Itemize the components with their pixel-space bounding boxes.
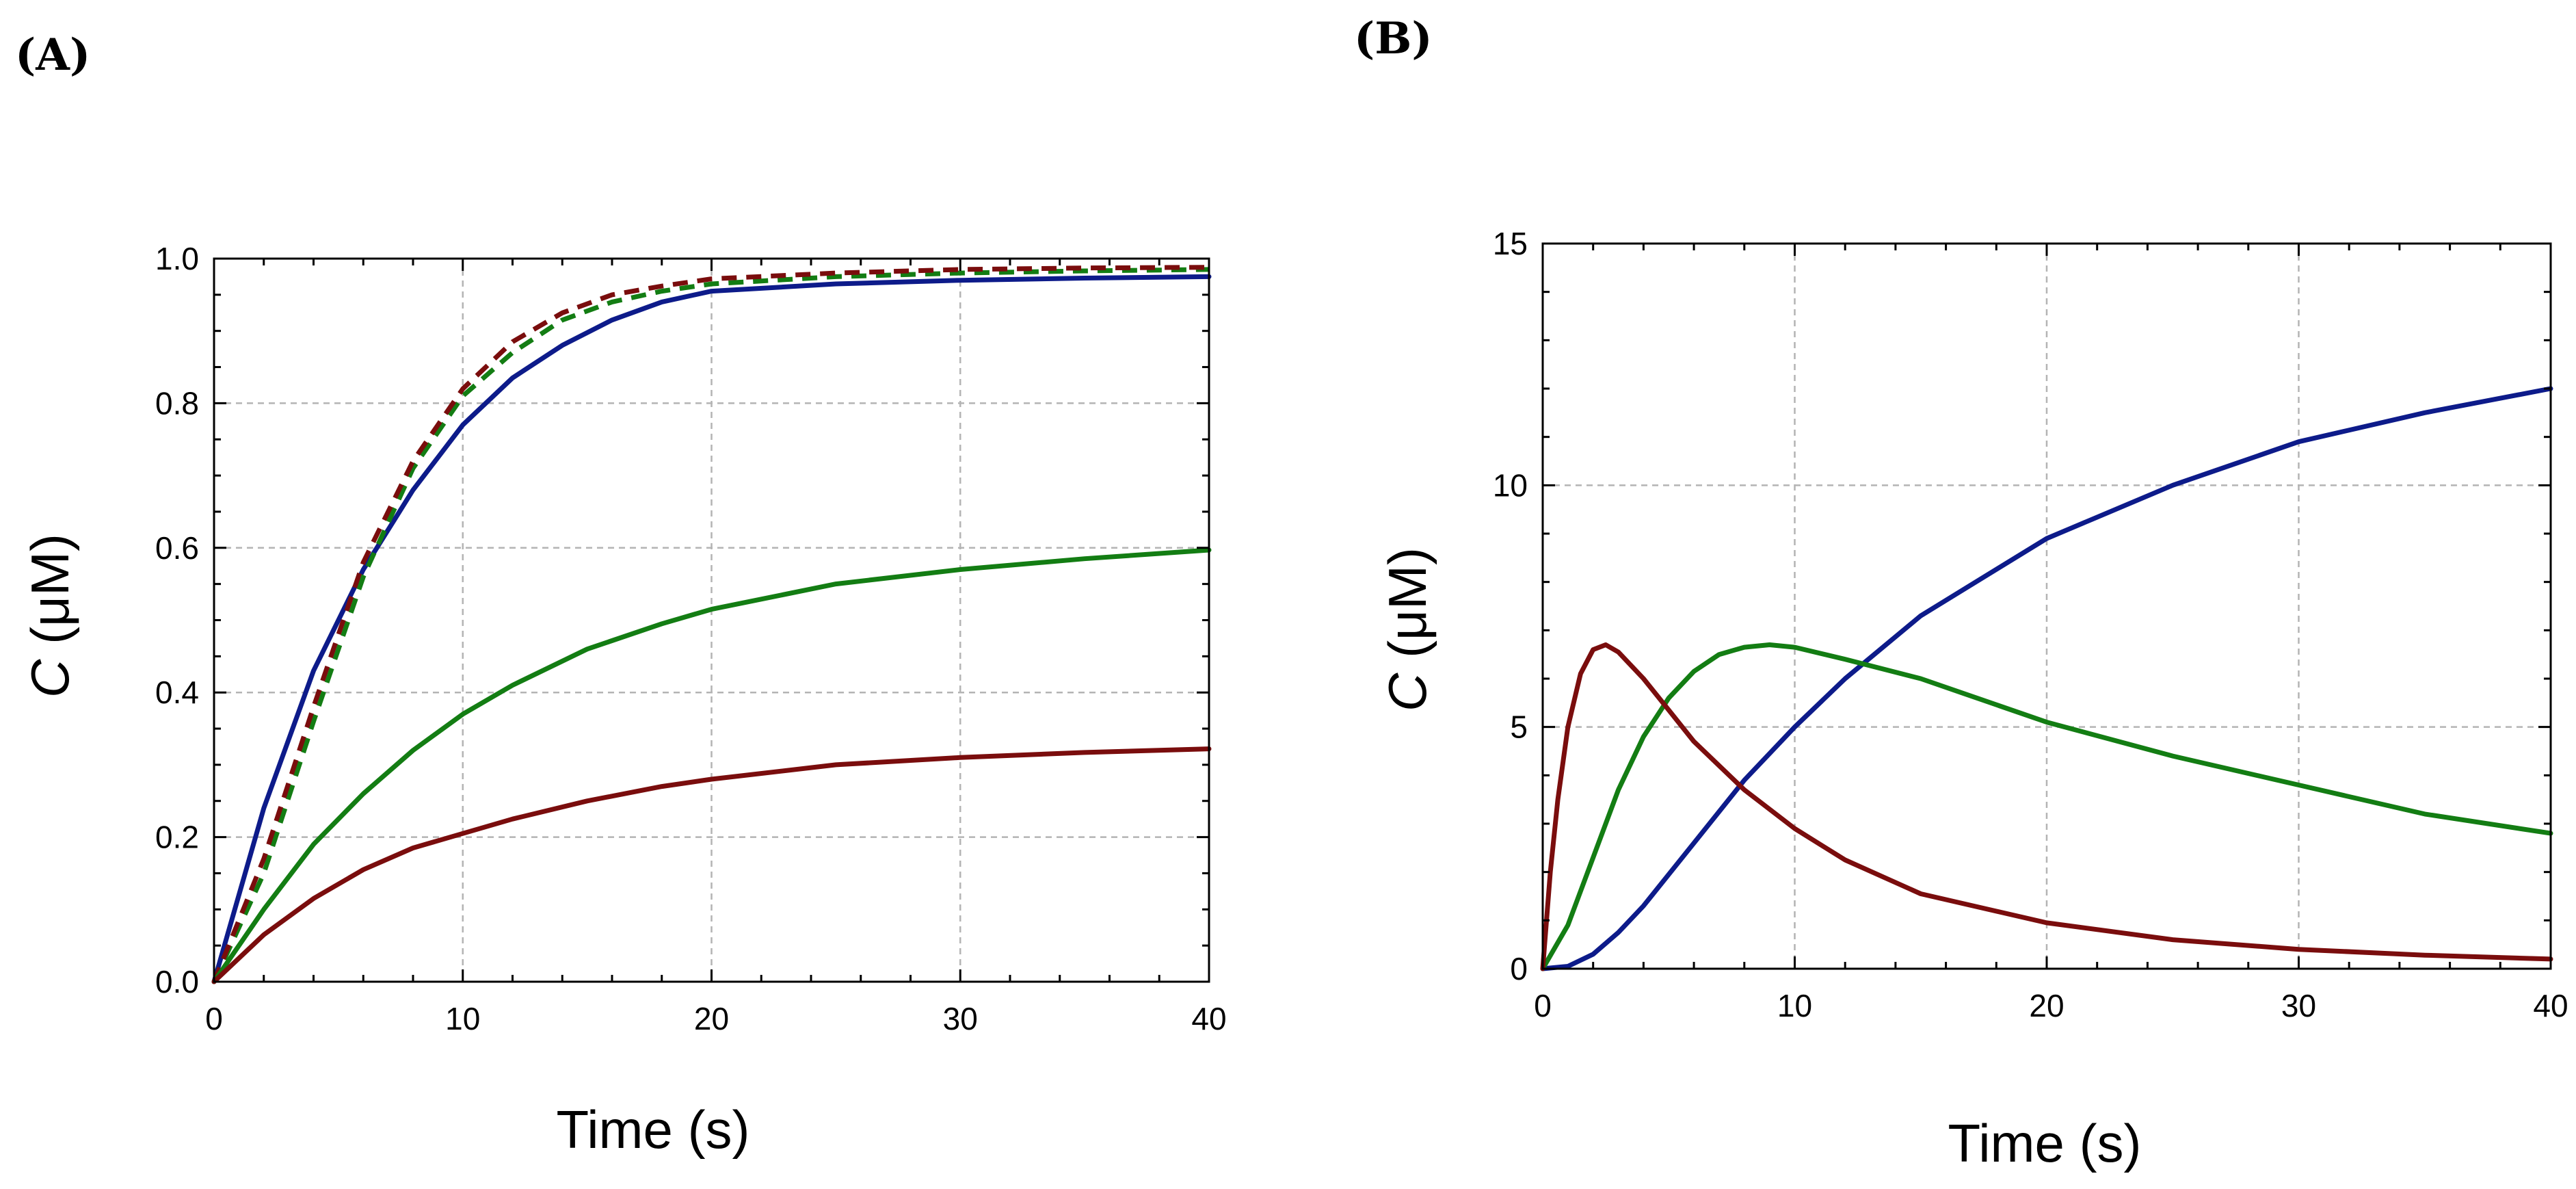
chart-panel-a: 0 10 20 30 40 0.0 0.2 0.4 0.6 0.8 1.0 xyxy=(155,241,1227,1036)
panel-label-a: (A) xyxy=(15,29,90,81)
x-tick-label-a-1: 10 xyxy=(445,1001,480,1036)
series-line-b-0 xyxy=(1540,386,2553,971)
series-line-a-3 xyxy=(211,547,1212,984)
x-axis-title-b: Time (s) xyxy=(1948,1113,2141,1173)
x-tick-label-b-0: 0 xyxy=(1534,988,1552,1023)
panel-label-b: (B) xyxy=(1354,13,1433,64)
x-tick-label-a-2: 20 xyxy=(694,1001,729,1036)
y-axis-title-a: C (μM) xyxy=(20,534,80,698)
x-axis-title-a: Time (s) xyxy=(556,1099,749,1160)
y-tick-label-a-3: 0.6 xyxy=(155,530,199,566)
series-line-a-1 xyxy=(211,267,1210,983)
series-line-a-4 xyxy=(211,746,1212,984)
y-axis-title-b-italic: C xyxy=(1377,672,1437,711)
y-tick-label-a-5: 1.0 xyxy=(155,241,199,276)
y-tick-label-b-0: 0 xyxy=(1510,951,1528,987)
series-line-a-0 xyxy=(211,274,1212,984)
x-tick-label-b-4: 40 xyxy=(2533,988,2568,1023)
y-axis-title-a-italic: C xyxy=(20,659,80,698)
y-tick-label-a-0: 0.0 xyxy=(155,964,199,999)
series-line-b-1 xyxy=(1540,642,2553,971)
x-tick-label-a-3: 30 xyxy=(943,1001,978,1036)
x-tick-label-b-2: 20 xyxy=(2029,988,2064,1023)
series-line-b-2 xyxy=(1540,642,2553,971)
y-tick-label-b-1: 5 xyxy=(1510,709,1528,745)
y-tick-label-a-1: 0.2 xyxy=(155,820,199,855)
x-tick-label-a-4: 40 xyxy=(1191,1001,1226,1036)
x-tick-label-b-1: 10 xyxy=(1777,988,1812,1023)
y-axis-title-a-unit: (μM) xyxy=(20,534,80,659)
x-tick-label-b-3: 30 xyxy=(2281,988,2316,1023)
series-line-a-2 xyxy=(211,265,1210,983)
y-tick-label-a-2: 0.4 xyxy=(155,675,199,710)
x-tick-label-a-0: 0 xyxy=(205,1001,223,1036)
y-tick-label-b-3: 15 xyxy=(1493,226,1528,261)
chart-panel-b: 0 10 20 30 40 0 5 10 15 xyxy=(1493,226,2568,1023)
y-axis-title-b-unit: (μM) xyxy=(1377,547,1437,673)
y-tick-label-b-2: 10 xyxy=(1493,467,1528,503)
y-tick-label-a-4: 0.8 xyxy=(155,385,199,421)
y-axis-title-b: C (μM) xyxy=(1377,547,1437,711)
